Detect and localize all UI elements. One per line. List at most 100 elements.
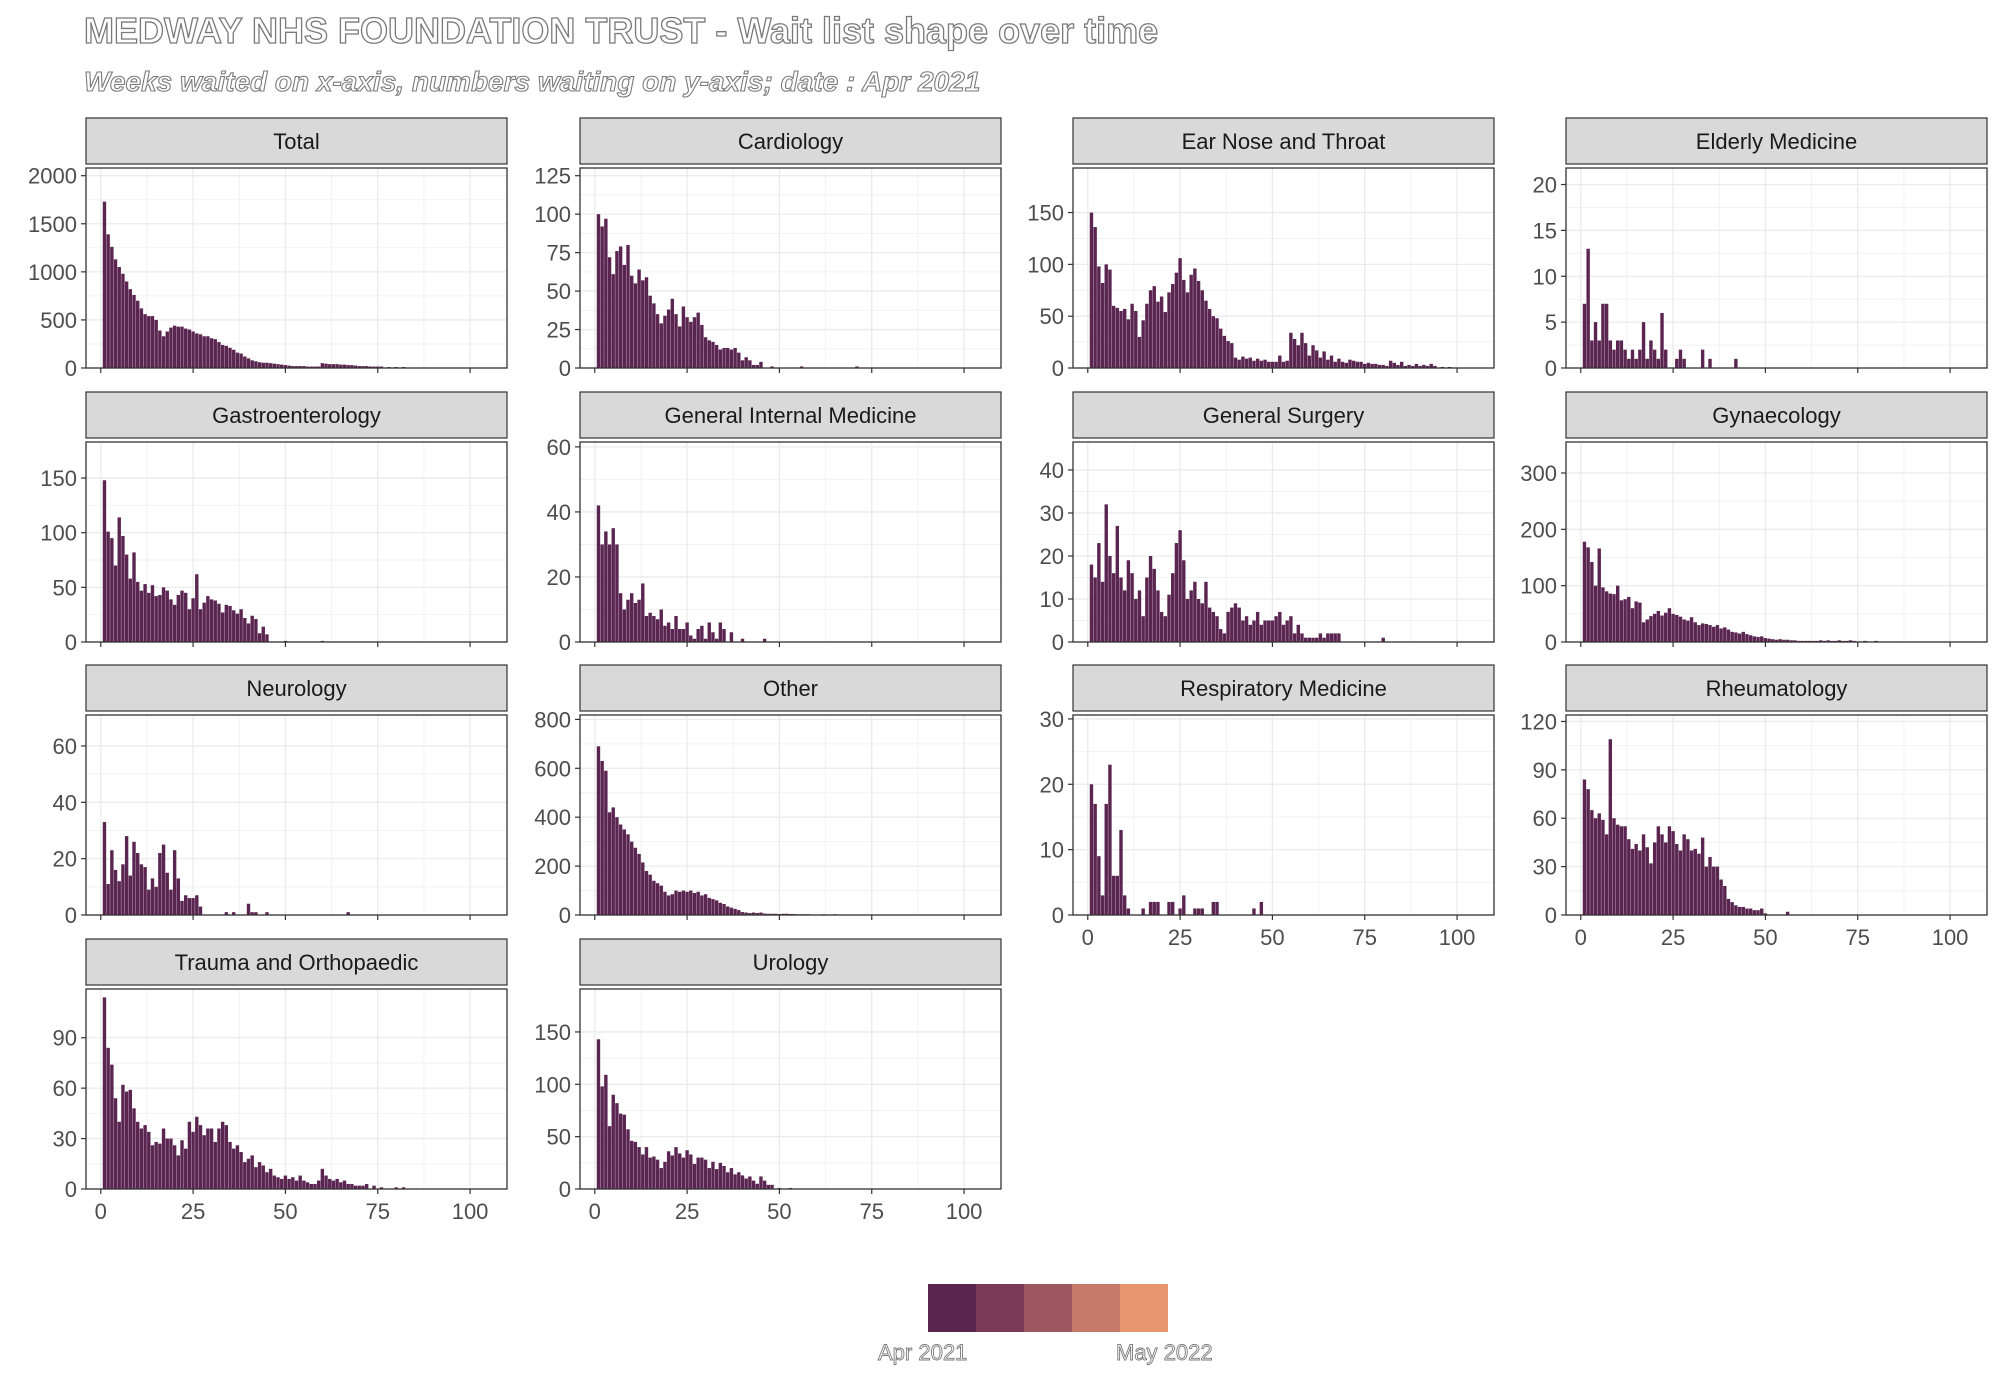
bar xyxy=(729,907,734,915)
bar xyxy=(755,364,759,368)
facet-strip xyxy=(85,938,508,986)
x-tick-label: 75 xyxy=(860,1199,884,1224)
bar xyxy=(659,323,663,368)
bar xyxy=(655,314,660,368)
bar xyxy=(1590,810,1594,915)
bar xyxy=(117,517,121,642)
facet-panel-border xyxy=(1072,441,1495,643)
bar xyxy=(1671,831,1675,915)
bar xyxy=(235,352,240,368)
bar xyxy=(357,1185,361,1189)
bar xyxy=(1226,611,1230,642)
bar xyxy=(748,1176,752,1189)
bar xyxy=(748,360,752,368)
bar xyxy=(1100,283,1105,368)
bar xyxy=(1414,363,1419,368)
bar xyxy=(154,886,158,915)
bar xyxy=(1100,581,1105,642)
bar xyxy=(136,300,140,368)
bar xyxy=(1111,305,1116,368)
bar xyxy=(1248,357,1252,368)
bar xyxy=(1171,901,1175,915)
bar xyxy=(1115,525,1120,642)
bar xyxy=(685,622,689,642)
bar xyxy=(257,362,262,368)
bar xyxy=(666,622,671,642)
bar xyxy=(630,593,634,642)
bar xyxy=(346,365,350,368)
bar xyxy=(376,366,380,368)
y-tick-label: 0 xyxy=(559,903,571,928)
chart-title: MEDWAY NHS FOUNDATION TRUST - Wait list … xyxy=(83,9,1159,51)
y-tick-label: 0 xyxy=(1052,630,1064,655)
bar xyxy=(1837,640,1841,642)
bar xyxy=(165,331,169,368)
x-tick-label: 75 xyxy=(1846,925,1870,950)
bar xyxy=(224,345,229,368)
bar xyxy=(265,634,269,642)
y-tick-label: 0 xyxy=(559,356,571,381)
bar xyxy=(113,1098,118,1189)
bar xyxy=(1089,212,1094,368)
bar xyxy=(1148,901,1153,915)
bar xyxy=(755,913,759,915)
bar xyxy=(1344,362,1348,368)
bar xyxy=(1303,343,1308,368)
bar xyxy=(1178,530,1182,642)
legend-color-strip xyxy=(928,1284,1169,1332)
facet-elderly-medicine: Elderly Medicine 0 5 10 15 20 xyxy=(1533,117,1988,381)
bar xyxy=(1252,620,1256,642)
bar xyxy=(209,1128,214,1189)
bar xyxy=(1171,284,1175,368)
bar xyxy=(228,605,232,642)
facet-panel-border xyxy=(1565,714,1988,916)
facet-total: Total 0 500 1000 1500 2000 xyxy=(28,117,508,381)
bar xyxy=(257,633,262,642)
bar xyxy=(1363,363,1367,368)
facet-strip-label: Cardiology xyxy=(738,129,843,154)
bar xyxy=(744,912,748,915)
bar xyxy=(689,890,693,915)
bar xyxy=(165,590,169,642)
bar xyxy=(1148,290,1153,368)
bar xyxy=(1433,365,1437,368)
y-tick-label: 50 xyxy=(1040,304,1064,329)
bar xyxy=(1230,607,1234,642)
bar xyxy=(696,891,700,915)
bar xyxy=(1678,616,1683,642)
y-tick-label: 20 xyxy=(547,565,571,590)
bar xyxy=(1193,581,1197,642)
bar xyxy=(1270,620,1275,642)
bar xyxy=(1307,355,1312,368)
bar xyxy=(1675,614,1679,642)
y-tick-label: 50 xyxy=(53,575,77,600)
bar xyxy=(1222,633,1227,642)
y-tick-label: 120 xyxy=(1520,709,1557,734)
bar xyxy=(1152,286,1156,368)
bar xyxy=(1745,634,1749,642)
bar xyxy=(622,609,627,642)
bar xyxy=(1678,850,1683,915)
facet-strip xyxy=(1565,391,1988,439)
bar xyxy=(633,1141,638,1189)
bar xyxy=(1782,639,1786,642)
bar xyxy=(1678,349,1683,368)
bar xyxy=(714,1169,719,1189)
bar xyxy=(147,889,151,915)
bar xyxy=(1627,839,1631,915)
bar xyxy=(726,348,730,368)
bar xyxy=(106,234,110,368)
bar xyxy=(1322,637,1326,642)
bar xyxy=(1211,611,1216,642)
bar xyxy=(596,1039,601,1189)
bar xyxy=(187,1121,192,1189)
bar xyxy=(191,331,195,368)
bar xyxy=(1785,639,1790,642)
bar xyxy=(276,364,280,368)
y-tick-label: 200 xyxy=(534,854,571,879)
bar xyxy=(700,625,704,642)
bar xyxy=(1407,364,1411,368)
y-tick-label: 100 xyxy=(534,202,571,227)
bar xyxy=(1148,555,1153,642)
y-tick-label: 20 xyxy=(53,847,77,872)
